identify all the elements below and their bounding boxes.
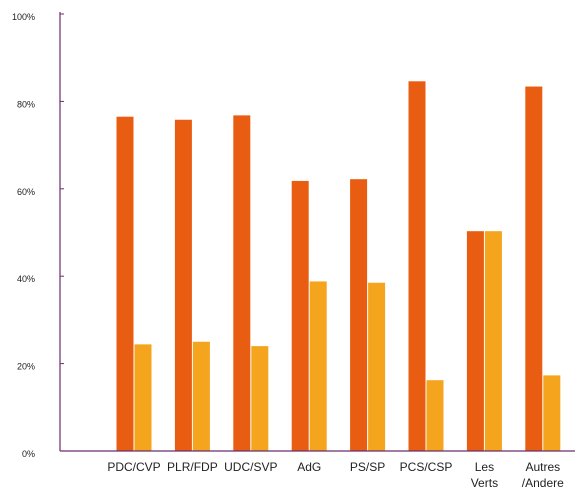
y-tick-label: 40% [17,274,35,284]
bar-6-series-1 [408,81,426,451]
y-tick-label: 60% [17,187,35,197]
bar-2-series-2 [192,341,210,451]
y-tick-label: 80% [17,99,35,109]
x-tick-label: AdG [297,460,321,474]
bar-1-series-1 [116,116,134,451]
x-tick-label: Les Verts [471,460,498,490]
y-tick-label: 100% [12,12,35,22]
bar-1-series-2 [134,344,152,451]
x-tick-label: PDC/CVP [107,460,160,474]
bar-6-series-2 [426,380,444,451]
x-tick-label: PS/SP [350,460,385,474]
x-tick-label: UDC/SVP [224,460,277,474]
x-tick-label: PLR/FDP [167,460,218,474]
y-tick-label: 0% [22,449,35,459]
bar-8-series-1 [525,86,543,452]
bar-7-series-2 [484,231,502,451]
bar-5-series-2 [368,282,386,451]
bar-3-series-2 [251,346,269,451]
x-tick-label: PCS/CSP [400,460,453,474]
bar-3-series-1 [233,115,251,451]
bar-2-series-1 [174,119,192,451]
x-tick-label: Autres/Andere [522,460,564,490]
y-tick-label: 20% [17,362,35,372]
bar-7-series-1 [466,231,484,451]
bars-group [116,81,561,452]
y-axis-ticks: 0% 20% 40% 60% 80% 100% [12,12,64,459]
bar-5-series-1 [350,179,368,451]
bar-4-series-1 [291,180,309,451]
x-axis-labels: PDC/CVP PLR/FDP UDC/SVP AdG PS/SP PCS/CSP Les V… [107,460,564,490]
bar-4-series-2 [309,281,327,451]
bar-8-series-2 [543,375,561,451]
